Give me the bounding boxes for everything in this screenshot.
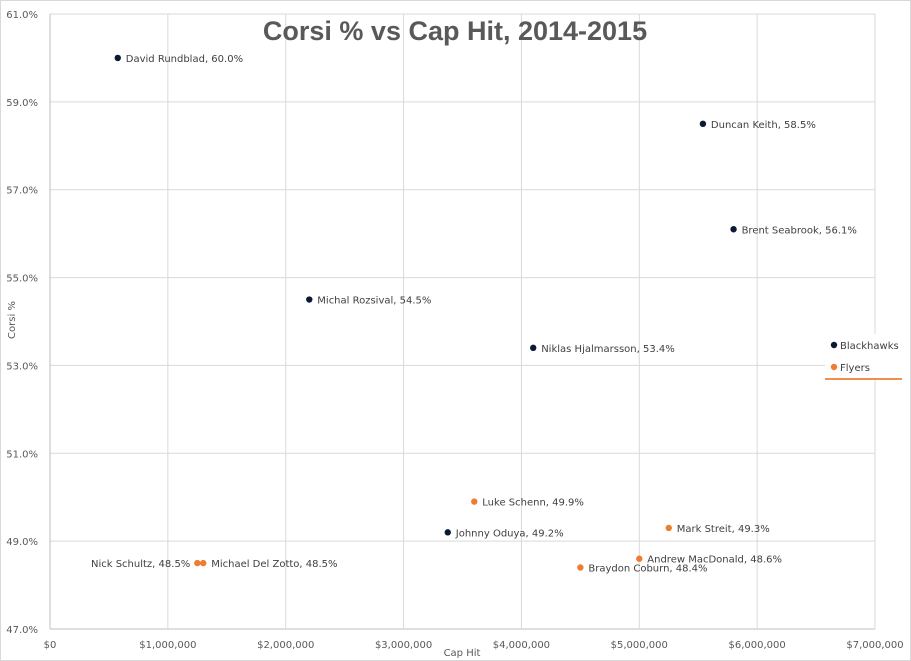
x-axis-label: Cap Hit xyxy=(444,648,481,659)
data-label: Luke Schenn, 49.9% xyxy=(482,498,584,509)
data-label: Braydon Coburn, 48.4% xyxy=(588,564,707,575)
data-label: Michael Del Zotto, 48.5% xyxy=(211,559,337,570)
data-point xyxy=(444,529,451,536)
data-label: Johnny Oduya, 49.2% xyxy=(455,528,564,539)
y-tick-label: 53.0% xyxy=(6,361,38,372)
data-point xyxy=(530,344,537,352)
x-tick-label: $4,000,000 xyxy=(493,640,550,651)
data-label: Nick Schultz, 48.5% xyxy=(91,559,190,570)
data-point xyxy=(730,226,737,233)
legend-marker xyxy=(830,341,838,349)
y-tick-label: 51.0% xyxy=(6,449,38,460)
legend-entry: Flyers xyxy=(840,363,870,374)
x-tick-label: $3,000,000 xyxy=(375,640,432,651)
data-point xyxy=(306,296,313,303)
data-label: Andrew MacDonald, 48.6% xyxy=(647,555,782,566)
x-tick-label: $7,000,000 xyxy=(846,640,903,651)
y-axis-ticks: 47.0% 49.0% 51.0% 53.0% 55.0% 57.0% 59.0% 61.0% xyxy=(6,10,38,636)
y-tick-label: 61.0% xyxy=(6,10,38,21)
data-point xyxy=(114,54,121,62)
data-label: Mark Streit, 49.3% xyxy=(677,524,770,535)
x-tick-label: $5,000,000 xyxy=(611,640,668,651)
y-tick-label: 49.0% xyxy=(6,537,38,548)
data-label: Niklas Hjalmarsson, 53.4% xyxy=(541,344,675,355)
chart-title: Corsi % vs Cap Hit, 2014-2015 xyxy=(263,16,647,46)
legend-box xyxy=(825,334,902,378)
y-axis-label: Corsi % xyxy=(7,301,18,339)
data-point xyxy=(577,564,584,571)
x-axis-ticks: $0 $1,000,000 $2,000,000 $3,000,000 $4,000,0… xyxy=(44,640,904,651)
x-tick-label: $2,000,000 xyxy=(257,640,314,651)
data-point xyxy=(699,120,707,128)
data-label: Duncan Keith, 58.5% xyxy=(711,120,816,131)
data-point xyxy=(200,559,207,567)
gridlines xyxy=(49,13,876,630)
y-tick-label: 55.0% xyxy=(6,274,38,285)
legend: Blackhawks Flyers xyxy=(825,334,902,380)
x-tick-label: $1,000,000 xyxy=(139,640,196,651)
y-tick-label: 59.0% xyxy=(6,98,38,109)
data-label: Michal Rozsival, 54.5% xyxy=(317,296,431,307)
data-label: David Rundblad, 60.0% xyxy=(126,54,243,65)
legend-marker xyxy=(830,363,838,371)
x-tick-label: $6,000,000 xyxy=(729,640,786,651)
data-label: Brent Seabrook, 56.1% xyxy=(742,225,857,236)
x-tick-label: $0 xyxy=(44,640,57,651)
data-point xyxy=(471,498,478,505)
data-point xyxy=(636,555,643,562)
y-tick-label: 47.0% xyxy=(6,625,38,636)
legend-entry: Blackhawks xyxy=(840,341,899,352)
data-point xyxy=(194,559,201,567)
data-points: David Rundblad, 60.0% Duncan Keith, 58.5%… xyxy=(91,54,857,575)
data-point xyxy=(665,524,672,532)
y-tick-label: 57.0% xyxy=(6,186,38,197)
